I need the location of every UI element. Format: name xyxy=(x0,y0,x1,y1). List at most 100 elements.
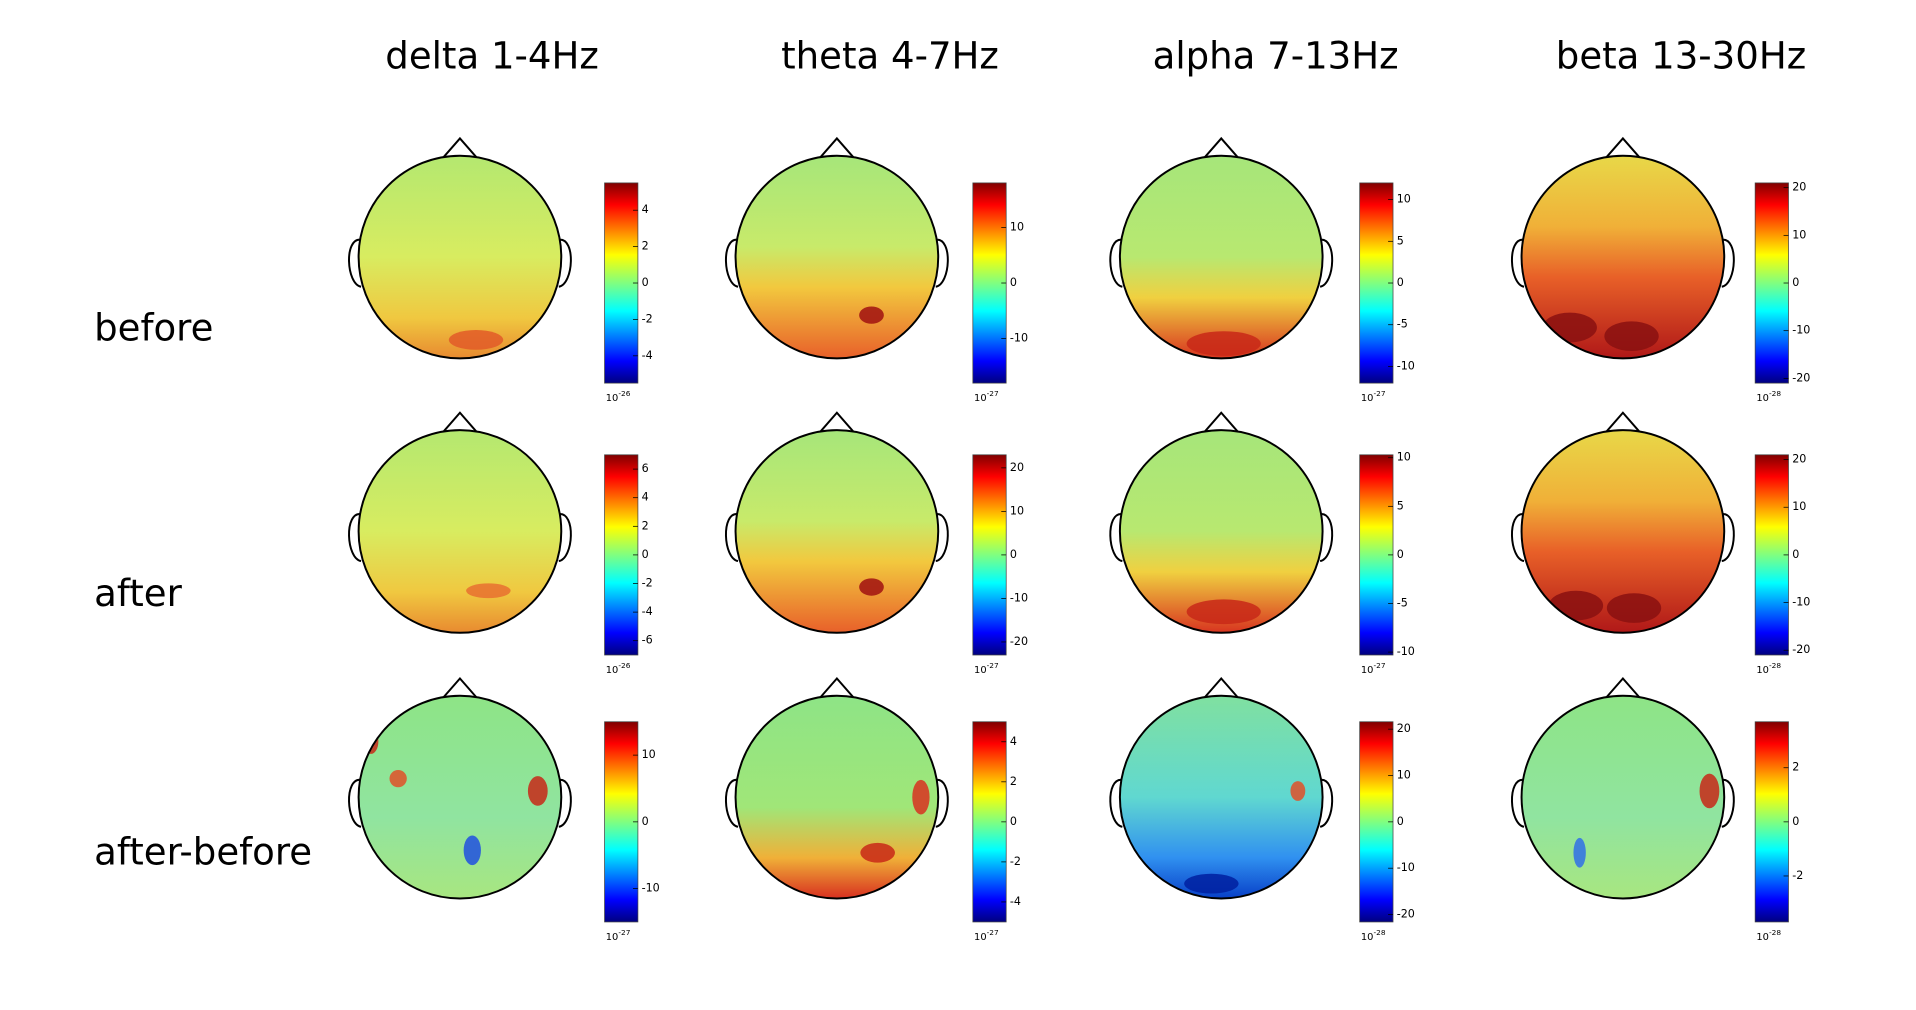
scalp-map xyxy=(1119,155,1323,359)
colorbar-tick-label: 0 xyxy=(1010,815,1017,828)
colorbar-tick-label: -20 xyxy=(1792,371,1810,384)
head-nose xyxy=(1604,411,1641,434)
head-outline xyxy=(357,694,563,900)
topomap xyxy=(348,136,572,360)
colorbar xyxy=(972,182,1007,384)
column-title: beta 13-30Hz xyxy=(1556,35,1806,78)
scalp-spots xyxy=(1184,781,1306,894)
scalp-spot xyxy=(466,583,511,599)
colorbar-tick-label: 10 xyxy=(1397,193,1411,206)
colorbar-tick-label: -4 xyxy=(642,605,653,618)
colorbar-tick-label: -2 xyxy=(642,577,653,590)
scale-base: 10 xyxy=(1361,393,1374,404)
head-nose xyxy=(1203,411,1240,434)
colorbar-scale: 10-26 xyxy=(606,661,631,676)
scale-exponent: -27 xyxy=(1373,389,1385,398)
colorbar-scale: 10-27 xyxy=(974,928,999,943)
scalp-map xyxy=(735,430,939,633)
scale-exponent: -28 xyxy=(1373,928,1385,937)
colorbar-tick-label: -5 xyxy=(1397,318,1408,331)
scalp-spot xyxy=(859,578,884,596)
colorbar-tick-label: 2 xyxy=(1792,761,1799,774)
scalp-spot xyxy=(912,779,930,815)
head-outline xyxy=(1520,154,1726,360)
row-label: after-before xyxy=(94,830,312,873)
colorbar-tick-label: -10 xyxy=(1792,324,1810,337)
colorbar-tick-label: 2 xyxy=(642,519,649,532)
head-nose xyxy=(1203,676,1240,699)
head-nose xyxy=(441,411,478,434)
scale-exponent: -27 xyxy=(618,928,630,937)
colorbar-tick-label: 0 xyxy=(642,548,649,561)
colorbar xyxy=(1754,182,1789,384)
topomap xyxy=(348,676,572,900)
scale-base: 10 xyxy=(1756,393,1769,404)
head-outline xyxy=(1118,154,1324,360)
scalp-spot xyxy=(1573,837,1586,868)
colorbar-tick-label: -4 xyxy=(642,349,653,362)
scalp-spot xyxy=(1186,599,1261,625)
topomap xyxy=(1109,676,1334,900)
scale-base: 10 xyxy=(606,932,619,943)
head-outline xyxy=(1118,429,1324,634)
scale-exponent: -26 xyxy=(618,389,630,398)
scalp-spot xyxy=(1186,331,1261,356)
colorbar xyxy=(1359,182,1394,384)
colorbar xyxy=(1754,721,1789,923)
scalp-map xyxy=(735,155,939,359)
head-ear xyxy=(725,238,739,288)
head-ear xyxy=(1319,238,1334,288)
head-outline xyxy=(1118,694,1324,900)
column-title: delta 1-4Hz xyxy=(385,35,599,78)
scalp-spot xyxy=(1184,873,1239,894)
scalp-spots xyxy=(859,306,884,324)
colorbar-scale: 10-28 xyxy=(1756,928,1781,943)
head-ear xyxy=(348,513,362,563)
scale-base: 10 xyxy=(1756,665,1769,676)
head-nose xyxy=(818,136,855,159)
head-ear xyxy=(1109,778,1123,828)
colorbar-tick-label: 0 xyxy=(1792,548,1799,561)
colorbar xyxy=(1754,454,1789,656)
scalp-spots xyxy=(466,583,511,599)
scale-exponent: -28 xyxy=(1769,389,1781,398)
colorbar-tick-label: -10 xyxy=(1397,861,1415,874)
colorbar-tick-label: 10 xyxy=(1792,228,1806,241)
head-ear xyxy=(725,778,739,828)
scale-base: 10 xyxy=(974,932,987,943)
colorbar-tick-label: 0 xyxy=(1397,815,1404,828)
colorbar xyxy=(972,721,1007,923)
colorbar-tick-label: 4 xyxy=(1010,735,1017,748)
colorbar-tick-label: -20 xyxy=(1397,908,1415,921)
head-nose xyxy=(441,136,478,159)
scale-exponent: -26 xyxy=(618,661,630,670)
colorbar-tick-label: 0 xyxy=(1010,548,1017,561)
colorbar-scale: 10-27 xyxy=(974,389,999,404)
head-outline xyxy=(734,154,940,360)
head-ear xyxy=(725,513,739,563)
topomap xyxy=(725,676,949,900)
head-nose xyxy=(441,676,478,699)
head-ear xyxy=(1109,238,1123,288)
colorbar xyxy=(1359,721,1394,923)
topomap xyxy=(1511,676,1735,900)
scale-exponent: -27 xyxy=(987,389,999,398)
scale-base: 10 xyxy=(1756,932,1769,943)
colorbar-tick-label: -2 xyxy=(642,312,653,325)
scalp-spots xyxy=(859,578,884,596)
head-outline xyxy=(734,694,940,900)
scalp-spots xyxy=(1573,773,1720,868)
scale-base: 10 xyxy=(606,393,619,404)
colorbar-tick-label: 10 xyxy=(1792,500,1806,513)
colorbar-tick-label: 2 xyxy=(1010,775,1017,788)
colorbar-scale: 10-28 xyxy=(1756,661,1781,676)
colorbar-tick-label: 2 xyxy=(642,240,649,253)
head-ear xyxy=(558,238,572,288)
head-ear xyxy=(935,238,949,288)
colorbar-tick-label: 10 xyxy=(1010,220,1024,233)
head-outline xyxy=(1520,429,1726,634)
colorbar xyxy=(604,721,639,923)
head-ear xyxy=(1511,513,1525,563)
